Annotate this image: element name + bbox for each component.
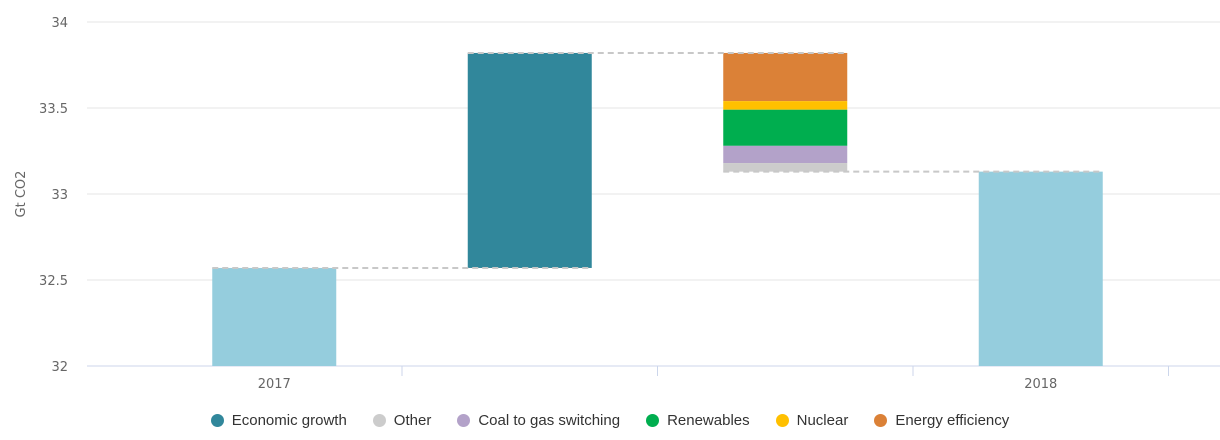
legend-marker [646,414,660,427]
legend-label: Energy efficiency [895,412,1010,429]
y-tick-label: 33 [51,188,68,203]
bar-other [723,163,848,172]
y-tick-label: 33.5 [39,102,68,117]
legend-label: Coal to gas switching [478,412,621,429]
legend-label: Other [393,412,432,429]
legend-label: Nuclear [796,412,849,429]
legend-item-other[interactable]: Other [372,412,432,429]
legend-marker [775,414,789,427]
legend: Economic growth Other Coal to gas switchin… [0,412,1220,429]
legend-item-economic-growth[interactable]: Economic growth [210,412,347,429]
y-tick-label: 32.5 [39,274,68,289]
bar-energy-efficiency [723,52,848,102]
legend-item-renewables[interactable]: Renewables [646,412,750,429]
legend-marker [210,414,224,427]
y-tick-label: 32 [51,360,68,375]
bar-nuclear [723,101,848,110]
legend-item-nuclear[interactable]: Nuclear [775,412,849,429]
legend-label: Economic growth [231,412,347,429]
y-tick-label: 34 [51,16,68,31]
legend-marker [372,414,386,427]
bar-total-2017 [212,267,337,366]
legend-marker [457,414,471,427]
legend-item-energy-efficiency[interactable]: Energy efficiency [874,412,1009,429]
legend-item-coal-to-gas-switching[interactable]: Coal to gas switching [457,412,620,429]
bar-total-2018 [978,171,1103,366]
bar-economic-growth [467,52,592,268]
bar-coal-to-gas-switching [723,145,848,164]
legend-marker [874,414,888,427]
chart-plot: 32 32.5 33 33.5 34 Gt CO2 2017 2018 [14,16,1220,392]
y-axis-title: Gt CO2 [14,171,29,218]
bar-renewables [723,109,848,146]
x-tick-label: 2018 [1024,377,1057,392]
legend-label: Renewables [667,412,750,429]
x-tick-label: 2017 [258,377,291,392]
